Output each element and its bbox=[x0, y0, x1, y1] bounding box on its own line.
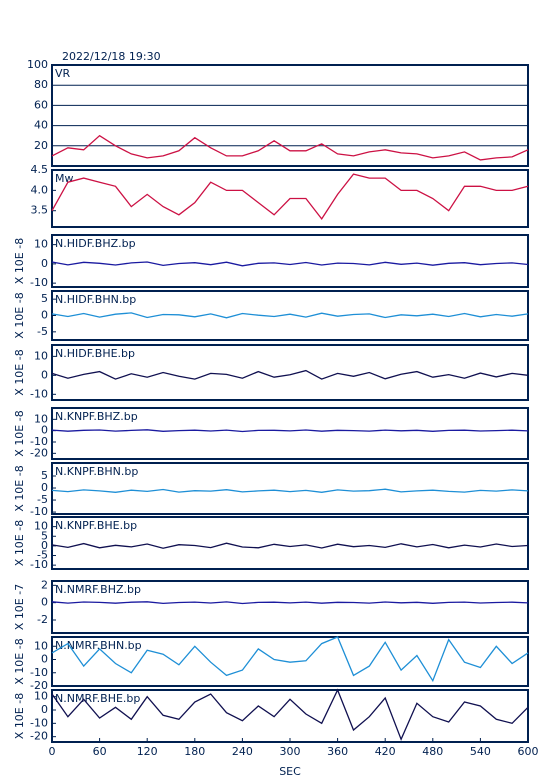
y-tick-label: 10 bbox=[34, 520, 48, 533]
y-tick-label: -10 bbox=[30, 505, 48, 518]
waveform-line bbox=[51, 636, 529, 683]
y-tick-label: 20 bbox=[34, 139, 48, 152]
y-axis-label: X 10E -7 bbox=[13, 584, 26, 630]
x-tick-label: 360 bbox=[327, 745, 348, 758]
y-tick-label: -10 bbox=[30, 276, 48, 289]
y-tick-label: 60 bbox=[34, 98, 48, 111]
y-tick-label: 10 bbox=[34, 412, 48, 425]
panel-frame bbox=[51, 344, 529, 401]
y-tick-label: -2 bbox=[37, 613, 48, 626]
panel-frame bbox=[51, 407, 529, 460]
y-tick-label: 0 bbox=[41, 481, 48, 494]
waveform-line bbox=[51, 173, 529, 221]
panel-label: VR bbox=[55, 67, 71, 80]
y-axis-label: X 10E -8 bbox=[13, 520, 26, 566]
waveform-line bbox=[51, 312, 529, 319]
waveform-line bbox=[51, 542, 529, 549]
x-tick-label: 420 bbox=[375, 745, 396, 758]
panel-label: N.HIDF.BHN.bp bbox=[55, 293, 136, 306]
y-tick-label: 0 bbox=[41, 596, 48, 609]
panel-frame bbox=[51, 169, 529, 228]
y-tick-label: 0 bbox=[41, 257, 48, 270]
panel-label: N.KNPF.BHE.bp bbox=[55, 519, 137, 532]
panel-frame bbox=[51, 636, 529, 687]
x-tick-label: 240 bbox=[232, 745, 253, 758]
y-tick-label: -10 bbox=[30, 666, 48, 679]
y-tick-label: 0 bbox=[41, 539, 48, 552]
x-tick-label: 120 bbox=[137, 745, 158, 758]
y-tick-label: -5 bbox=[37, 493, 48, 506]
panel-label: N.NMRF.BHE.bp bbox=[55, 692, 140, 705]
y-tick-label: 4.5 bbox=[31, 163, 49, 176]
y-axis-label: X 10E -8 bbox=[13, 465, 26, 511]
y-tick-label: 10 bbox=[34, 238, 48, 251]
y-tick-label: 0 bbox=[41, 309, 48, 322]
y-tick-label: 0 bbox=[41, 424, 48, 437]
y-tick-label: 0 bbox=[41, 703, 48, 716]
y-tick-label: -20 bbox=[30, 730, 48, 743]
y-tick-label: -10 bbox=[30, 435, 48, 448]
panel-label: N.KNPF.BHZ.bp bbox=[55, 410, 138, 423]
x-tick-label: 300 bbox=[280, 745, 301, 758]
y-tick-label: 5 bbox=[41, 292, 48, 305]
y-tick-label: -5 bbox=[37, 549, 48, 562]
y-tick-label: 5 bbox=[41, 469, 48, 482]
y-tick-label: 4.0 bbox=[31, 183, 49, 196]
waveform-line bbox=[51, 261, 529, 267]
y-tick-label: -10 bbox=[30, 387, 48, 400]
y-tick-label: 3.5 bbox=[31, 204, 49, 217]
panel-frame bbox=[51, 580, 529, 634]
y-tick-label: 10 bbox=[34, 690, 48, 703]
waveform-line bbox=[51, 369, 529, 380]
panel-frame bbox=[51, 516, 529, 570]
x-tick-label: 180 bbox=[184, 745, 205, 758]
panel-label: N.NMRF.BHN.bp bbox=[55, 639, 142, 652]
y-tick-label: -5 bbox=[37, 325, 48, 338]
y-tick-label: -10 bbox=[30, 716, 48, 729]
chart-title: 2022/12/18 19:30 bbox=[62, 50, 161, 63]
panel-label: N.HIDF.BHZ.bp bbox=[55, 237, 136, 250]
y-tick-label: -20 bbox=[30, 446, 48, 459]
y-axis-label: X 10E -8 bbox=[13, 693, 26, 739]
y-tick-label: 10 bbox=[34, 639, 48, 652]
y-axis-label: X 10E -8 bbox=[13, 238, 26, 284]
y-tick-label: 2 bbox=[41, 578, 48, 591]
panel-label: Mw bbox=[55, 172, 74, 185]
y-tick-label: 0 bbox=[41, 368, 48, 381]
y-tick-label: 80 bbox=[34, 78, 48, 91]
waveform-line bbox=[51, 134, 529, 161]
waveform-line bbox=[51, 488, 529, 493]
y-axis-label: X 10E -8 bbox=[13, 349, 26, 395]
x-tick-label: 600 bbox=[518, 745, 539, 758]
panel-frame bbox=[51, 234, 529, 288]
x-axis-label: SEC bbox=[279, 765, 301, 778]
y-axis-label: X 10E -8 bbox=[13, 638, 26, 684]
waveform-line bbox=[51, 429, 529, 433]
y-axis-label: X 10E -8 bbox=[13, 410, 26, 456]
y-axis-label: X 10E -8 bbox=[13, 292, 26, 338]
y-tick-label: 10 bbox=[34, 349, 48, 362]
panel-label: N.HIDF.BHE.bp bbox=[55, 347, 135, 360]
y-tick-label: -10 bbox=[30, 558, 48, 571]
x-tick-label: 0 bbox=[49, 745, 56, 758]
y-tick-label: 100 bbox=[27, 58, 48, 71]
x-tick-label: 60 bbox=[93, 745, 107, 758]
x-tick-label: 480 bbox=[422, 745, 443, 758]
y-tick-label: 0 bbox=[41, 653, 48, 666]
waveform-line bbox=[51, 688, 529, 742]
y-tick-label: -20 bbox=[30, 679, 48, 692]
x-tick-label: 540 bbox=[470, 745, 491, 758]
y-tick-label: 5 bbox=[41, 529, 48, 542]
panel-label: N.KNPF.BHN.bp bbox=[55, 465, 138, 478]
waveform-line bbox=[51, 601, 529, 605]
panel-label: N.NMRF.BHZ.bp bbox=[55, 583, 141, 596]
y-tick-label: 40 bbox=[34, 119, 48, 132]
